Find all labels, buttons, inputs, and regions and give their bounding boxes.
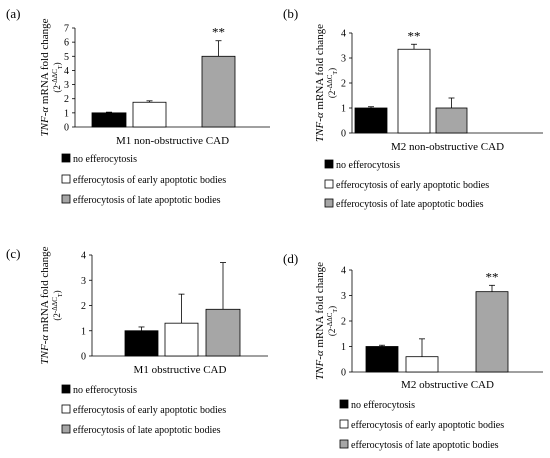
significance-marker: ** bbox=[486, 269, 499, 284]
legend-swatch bbox=[61, 424, 71, 434]
legend-label: efferocytosis of early apoptotic bodies bbox=[73, 405, 226, 416]
legend-swatch bbox=[324, 179, 334, 189]
legend-label: efferocytosis of late apoptotic bodies bbox=[336, 199, 484, 210]
y-axis-formula: (2-ΔΔCT) bbox=[326, 306, 339, 336]
bar bbox=[205, 308, 241, 357]
y-tick-label: 1 bbox=[81, 326, 86, 337]
bar bbox=[405, 356, 439, 373]
legend-label: no efferocytosis bbox=[336, 160, 400, 171]
y-axis-formula: (2-ΔΔCT) bbox=[51, 290, 64, 320]
legend-label: efferocytosis of early apoptotic bodies bbox=[73, 175, 226, 186]
y-tick-label: 3 bbox=[81, 276, 86, 287]
legend-label: no efferocytosis bbox=[73, 385, 137, 396]
y-axis-label: TNF-α mRNA fold change bbox=[39, 246, 51, 364]
bar bbox=[91, 112, 127, 128]
y-axis-formula: (2-ΔΔCT) bbox=[326, 68, 339, 98]
legend-swatch bbox=[339, 439, 349, 449]
y-tick-label: 2 bbox=[341, 317, 346, 328]
x-axis-label: M1 non-obstructive CAD bbox=[116, 135, 229, 147]
y-tick-label: 6 bbox=[64, 38, 69, 49]
legend-label: no efferocytosis bbox=[73, 154, 137, 165]
y-tick-label: 2 bbox=[341, 79, 346, 90]
legend-label: efferocytosis of early apoptotic bodies bbox=[336, 180, 489, 191]
y-axis-label: TNF-α mRNA fold change bbox=[39, 18, 51, 136]
x-axis-label: M2 obstructive CAD bbox=[401, 379, 494, 391]
legend-swatch bbox=[324, 198, 334, 208]
y-tick-label: 0 bbox=[341, 129, 346, 140]
y-tick-label: 1 bbox=[341, 104, 346, 115]
legend-label: efferocytosis of early apoptotic bodies bbox=[351, 420, 504, 431]
legend-swatch bbox=[339, 399, 349, 409]
bar bbox=[354, 107, 388, 134]
y-tick-label: 0 bbox=[81, 352, 86, 363]
y-tick-label: 2 bbox=[81, 301, 86, 312]
legend-label: efferocytosis of late apoptotic bodies bbox=[351, 440, 499, 451]
significance-marker: ** bbox=[212, 25, 225, 40]
y-axis-label: TNF-α mRNA fold change bbox=[314, 24, 326, 142]
y-tick-label: 5 bbox=[64, 52, 69, 63]
bar bbox=[164, 322, 199, 357]
y-tick-label: 4 bbox=[64, 66, 69, 77]
panel-letter: (b) bbox=[283, 6, 298, 21]
legend-swatch bbox=[61, 384, 71, 394]
y-tick-label: 4 bbox=[81, 251, 86, 262]
y-tick-label: 4 bbox=[341, 29, 346, 40]
y-tick-label: 1 bbox=[64, 108, 69, 119]
legend-label: efferocytosis of late apoptotic bodies bbox=[73, 195, 221, 206]
legend-swatch bbox=[61, 153, 71, 163]
y-tick-label: 0 bbox=[64, 123, 69, 134]
y-tick-label: 4 bbox=[341, 266, 346, 277]
legend-swatch bbox=[339, 419, 349, 429]
y-tick-label: 1 bbox=[341, 342, 346, 353]
x-axis-label: M1 obstructive CAD bbox=[134, 364, 227, 376]
bar bbox=[397, 48, 431, 134]
y-tick-label: 3 bbox=[341, 291, 346, 302]
legend-label: no efferocytosis bbox=[351, 400, 415, 411]
bar bbox=[124, 330, 159, 357]
significance-marker: ** bbox=[408, 28, 421, 43]
bar bbox=[475, 291, 509, 373]
y-tick-label: 0 bbox=[341, 368, 346, 379]
bar bbox=[365, 346, 399, 373]
y-tick-label: 7 bbox=[64, 24, 69, 35]
y-axis-formula: (2-ΔΔCT) bbox=[51, 62, 64, 92]
legend-swatch bbox=[61, 194, 71, 204]
bar bbox=[435, 107, 468, 134]
y-tick-label: 3 bbox=[341, 54, 346, 65]
y-axis-label: TNF-α mRNA fold change bbox=[314, 262, 326, 380]
legend-swatch bbox=[61, 174, 71, 184]
bar bbox=[201, 55, 236, 128]
chart-panel: (d) 0 1 2 3 4 ** M2 obstructive CAD TNF-α mRNA f… bbox=[283, 251, 543, 451]
chart-panel: (b) 0 1 2 3 4 ** M2 non-obstructive CAD TNF-α mR… bbox=[283, 6, 543, 210]
x-axis-label: M2 non-obstructive CAD bbox=[391, 141, 504, 153]
bar bbox=[132, 101, 167, 128]
y-tick-label: 3 bbox=[64, 80, 69, 91]
legend-swatch bbox=[324, 159, 334, 169]
panel-letter: (d) bbox=[283, 251, 298, 266]
legend-swatch bbox=[61, 404, 71, 414]
chart-panel: (a) 0 1 2 3 4 5 6 7 ** M1 non-obstructive CAD TNF-α… bbox=[6, 6, 270, 206]
chart-panel: (c) 0 1 2 3 4 M1 obstructive CAD TNF-α mRNA fol… bbox=[6, 246, 268, 436]
panel-letter: (c) bbox=[6, 246, 20, 261]
panel-letter: (a) bbox=[6, 6, 20, 21]
legend-label: efferocytosis of late apoptotic bodies bbox=[73, 425, 221, 436]
y-tick-label: 2 bbox=[64, 94, 69, 105]
